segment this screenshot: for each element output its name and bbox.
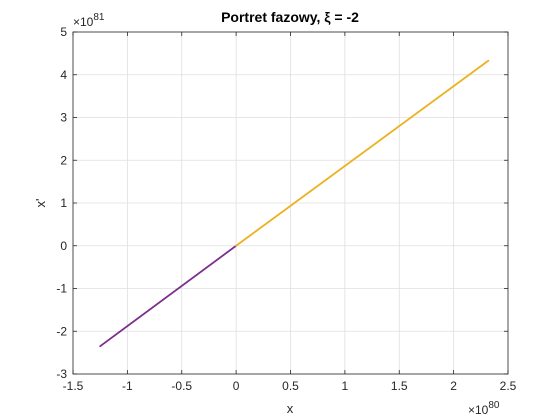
y-exponent-base: ×10 bbox=[73, 15, 94, 29]
x-axis-label: x bbox=[287, 401, 294, 416]
series-line-2 bbox=[235, 59, 490, 247]
x-tick-label: 2 bbox=[450, 379, 457, 393]
x-exponent-label: ×1080 bbox=[468, 400, 500, 417]
series-line-1 bbox=[99, 244, 238, 348]
x-tick-label: 0.5 bbox=[282, 379, 299, 393]
x-tick-label: 1 bbox=[342, 379, 349, 393]
x-tick-label: -0.5 bbox=[171, 379, 192, 393]
y-tick-label: -2 bbox=[56, 324, 67, 338]
y-tick-label: 5 bbox=[60, 25, 67, 39]
x-tick-label: 0 bbox=[233, 379, 240, 393]
x-tick-label: -1 bbox=[122, 379, 133, 393]
y-tick-label: -3 bbox=[56, 367, 67, 381]
x-exponent-base: ×10 bbox=[468, 403, 489, 417]
y-tick-label: 3 bbox=[60, 111, 67, 125]
series-layer bbox=[99, 59, 490, 348]
y-axis-label: x' bbox=[33, 199, 48, 208]
chart-title: Portret fazowy, ξ = -2 bbox=[221, 9, 359, 25]
svg-text:×1080: ×1080 bbox=[468, 400, 500, 417]
y-tick-label: 4 bbox=[60, 68, 67, 82]
ticks: -1.5 -1 -0.5 0 0.5 1 1.5 2 2.5 -3 -2 -1 0 1 2 3 4 5 bbox=[56, 25, 516, 393]
y-exponent-power: 81 bbox=[93, 12, 105, 23]
y-tick-label: -1 bbox=[56, 282, 67, 296]
x-exponent-power: 80 bbox=[488, 400, 500, 411]
svg-text:×1081: ×1081 bbox=[73, 12, 105, 29]
x-tick-label: 2.5 bbox=[500, 379, 517, 393]
x-tick-label: 1.5 bbox=[391, 379, 408, 393]
y-tick-label: 1 bbox=[60, 196, 67, 210]
y-exponent-label: ×1081 bbox=[73, 12, 105, 29]
y-tick-label: 0 bbox=[60, 239, 67, 253]
x-tick-label: -1.5 bbox=[63, 379, 84, 393]
y-tick-label: 2 bbox=[60, 153, 67, 167]
